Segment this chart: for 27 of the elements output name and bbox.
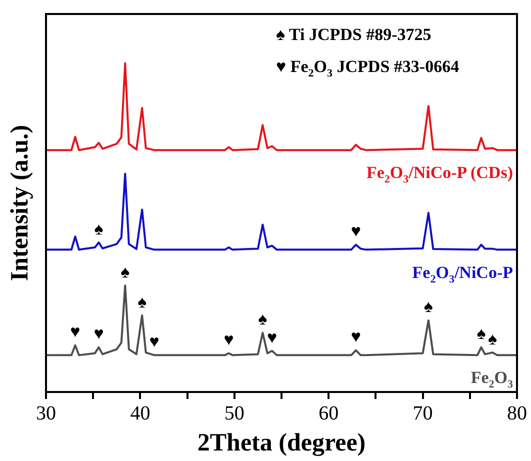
x-tick-label: 40 <box>130 402 150 424</box>
annotation: ♠ <box>424 297 433 316</box>
x-tick-label: 60 <box>318 402 339 424</box>
x-tick-label: 70 <box>412 402 433 424</box>
annotation: ♠ <box>488 329 498 348</box>
annotation: ♥ <box>224 330 234 350</box>
y-axis-title: Intensity (a.u.) <box>6 124 34 282</box>
series-label: Fe$_{2}$O$_{3}$ <box>470 368 513 391</box>
annotation: ♥ <box>350 327 361 346</box>
x-axis-title: 2Theta (degree) <box>197 429 366 456</box>
x-tick-label: 50 <box>224 402 244 424</box>
series-label: Fe$_{2}$O$_{3}$/NiCo-P <box>412 262 513 286</box>
annotation: ♥ <box>267 328 278 347</box>
annotation: ♠ <box>120 262 130 282</box>
series-label: Fe$_{2}$O$_{3}$/NiCo-P (CDs) <box>366 163 513 186</box>
text: ♠ Ti JCPDS #89-3725 <box>276 25 432 44</box>
annotation: ♥ <box>149 332 160 352</box>
annotation: ♠ <box>94 219 104 238</box>
annotation: ♥ <box>94 324 104 344</box>
annotation: ♠ <box>258 310 268 329</box>
annotation: ♥ <box>70 322 80 342</box>
x-tick-label: 80 <box>507 402 527 424</box>
annotation: ♠ <box>476 324 486 344</box>
annotation: ♥ Fe$_{2}$O$_{3}$ JCPDS #33-0664 <box>276 57 460 80</box>
annotation: ♠ <box>138 292 147 312</box>
annotation: ♥ <box>350 222 361 241</box>
x-tick-label: 30 <box>36 402 56 424</box>
